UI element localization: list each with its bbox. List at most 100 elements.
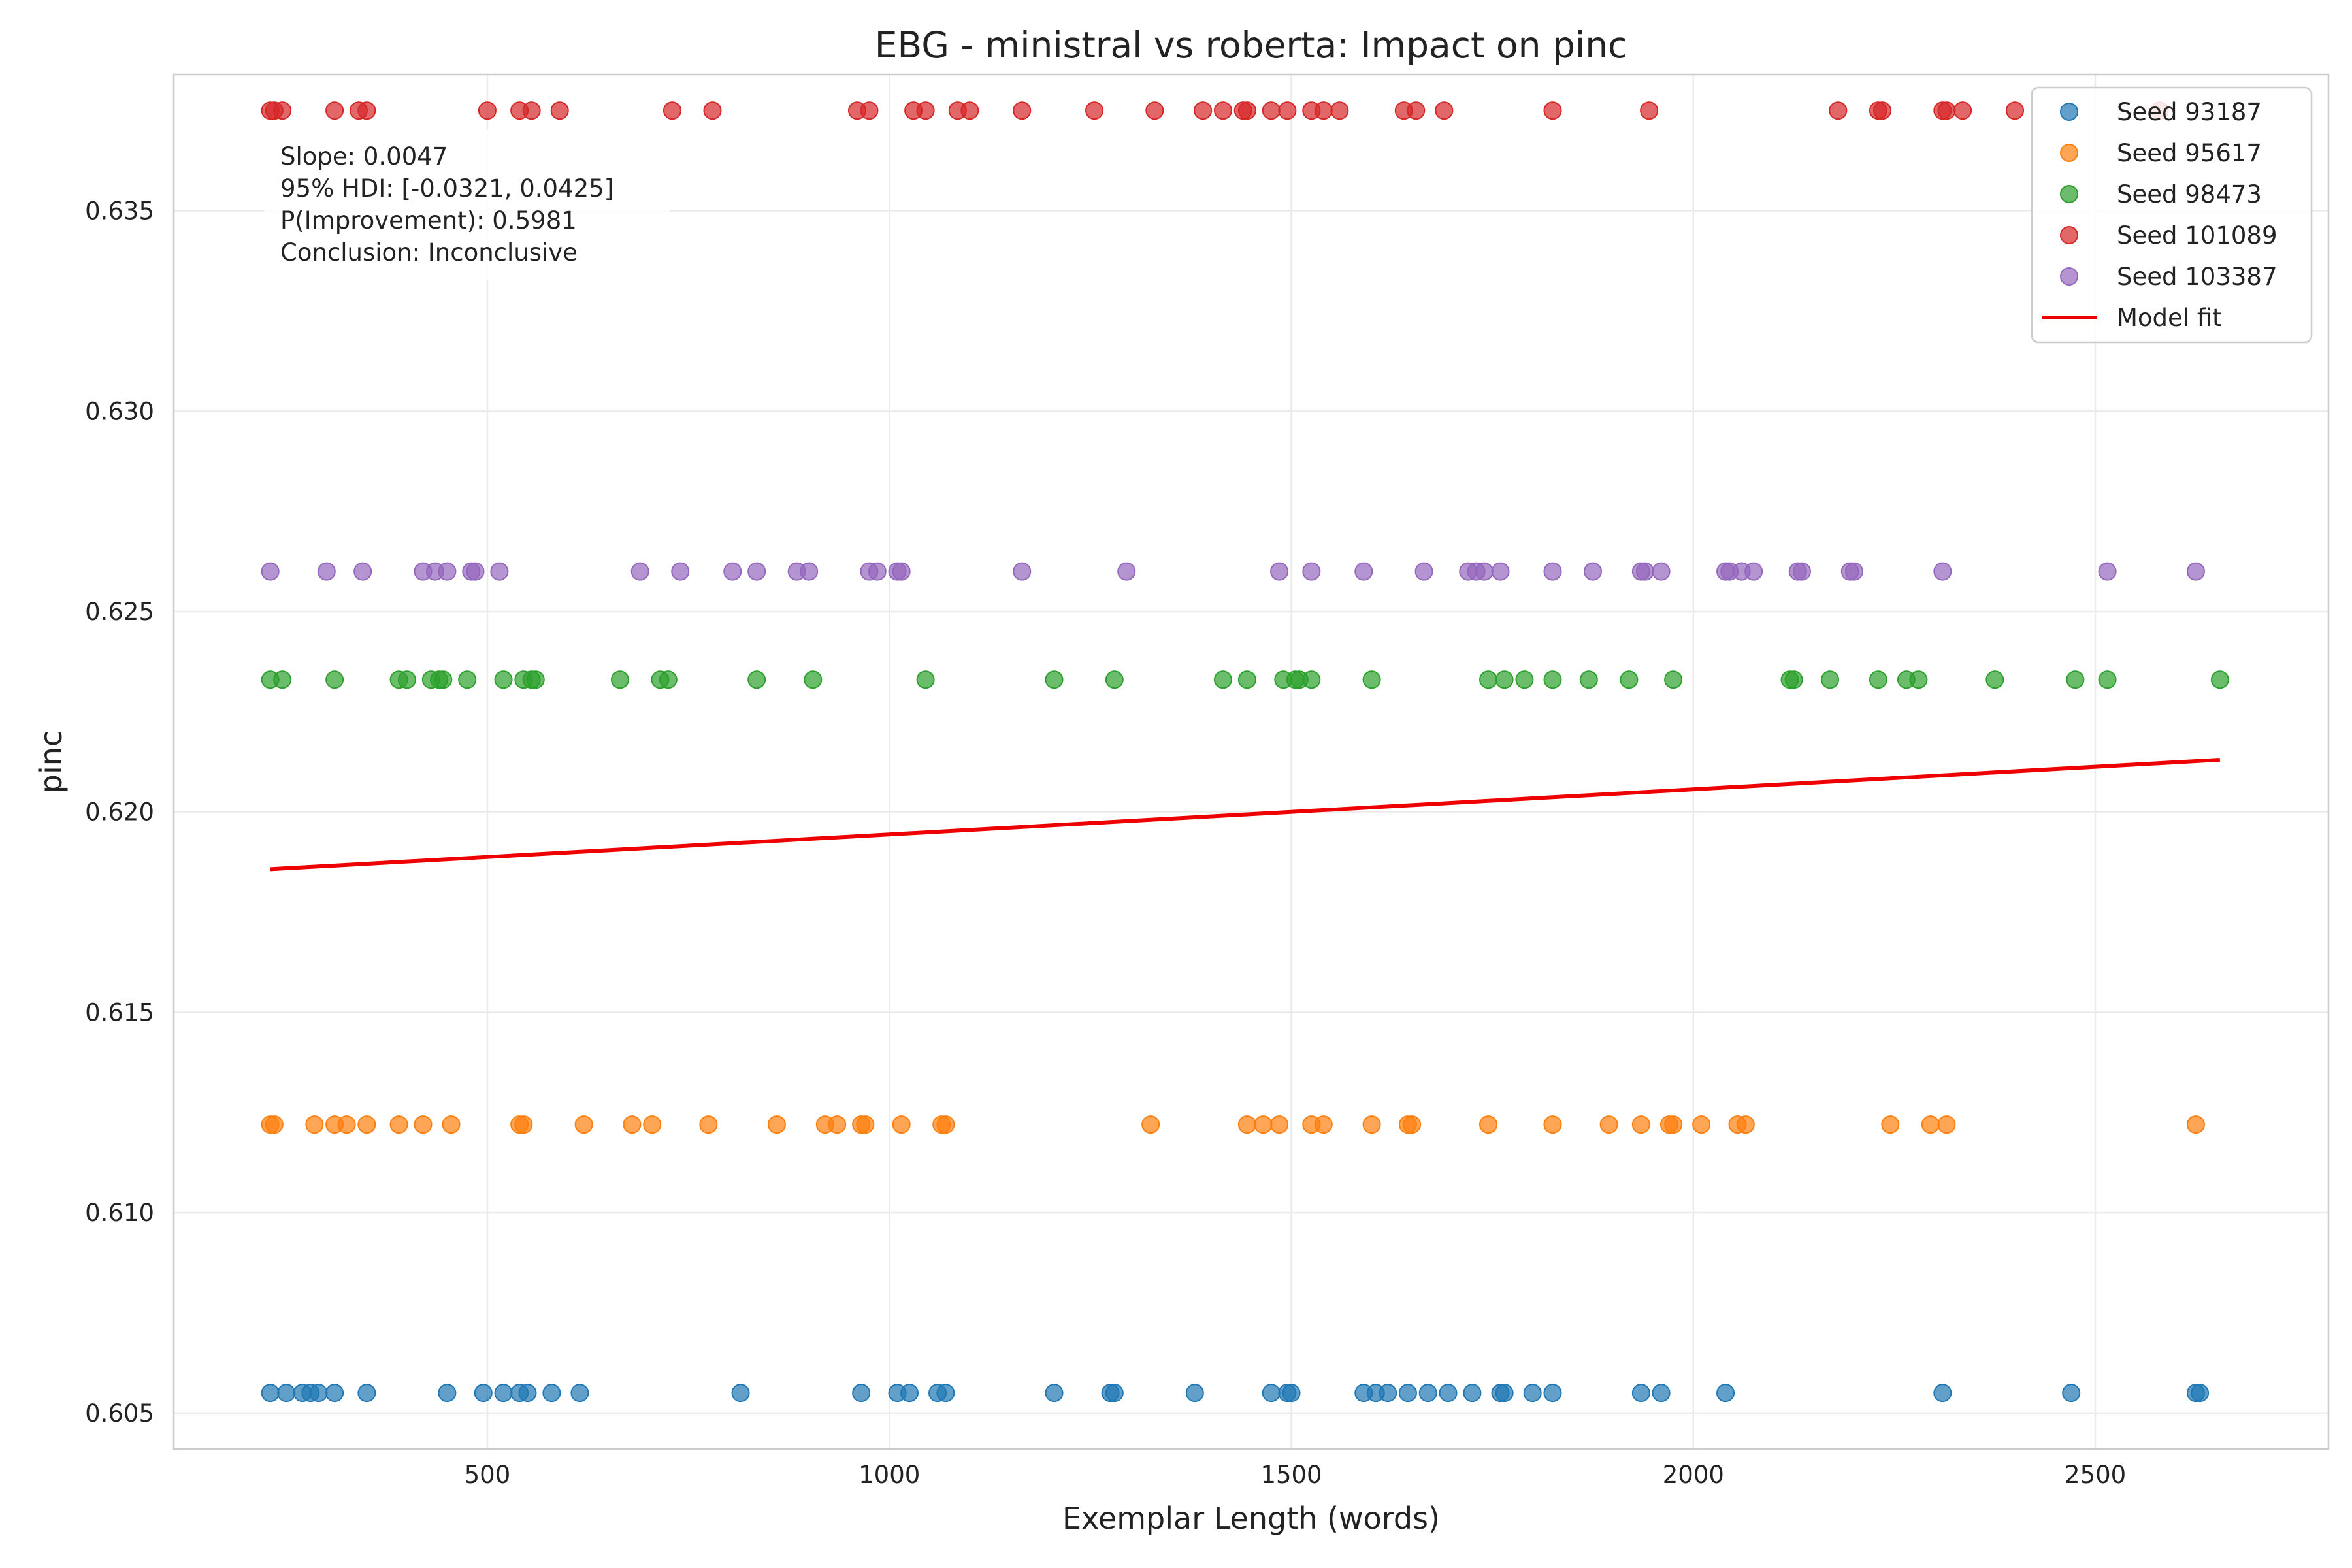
- legend-label-seed-95617: Seed 95617: [2117, 139, 2262, 167]
- data-point-seed-101089: [860, 101, 879, 120]
- data-point-seed-98473: [2066, 670, 2085, 689]
- data-point-seed-95617: [514, 1115, 533, 1134]
- y-tick-label: 0.635: [85, 197, 154, 225]
- data-point-seed-101089: [1829, 101, 1848, 120]
- data-point-seed-95617: [1881, 1115, 1900, 1134]
- data-point-seed-101089: [1314, 101, 1333, 120]
- data-point-seed-93187: [438, 1384, 457, 1403]
- data-point-seed-93187: [1105, 1384, 1124, 1403]
- data-point-seed-98473: [526, 670, 545, 689]
- x-tick-label: 1500: [1260, 1461, 1322, 1489]
- data-point-seed-101089: [1330, 101, 1349, 120]
- data-point-seed-93187: [494, 1384, 513, 1403]
- data-point-seed-93187: [518, 1384, 537, 1403]
- legend-marker-seed-103387: [2060, 267, 2078, 286]
- data-point-seed-101089: [1278, 101, 1297, 120]
- data-point-seed-95617: [1543, 1115, 1562, 1134]
- data-point-seed-103387: [438, 562, 457, 581]
- data-point-seed-103387: [1652, 562, 1671, 581]
- data-point-seed-93187: [1379, 1384, 1397, 1403]
- plot-background: [174, 74, 2328, 1449]
- data-point-seed-103387: [1584, 562, 1603, 581]
- data-point-seed-98473: [458, 670, 477, 689]
- data-point-seed-101089: [1873, 101, 1892, 120]
- data-point-seed-95617: [574, 1115, 593, 1134]
- data-point-seed-101089: [1543, 101, 1562, 120]
- data-point-seed-101089: [916, 101, 935, 120]
- data-point-seed-95617: [1403, 1115, 1422, 1134]
- data-point-seed-95617: [623, 1115, 642, 1134]
- data-point-seed-103387: [892, 562, 911, 581]
- data-point-seed-95617: [936, 1115, 955, 1134]
- data-point-seed-98473: [1105, 670, 1124, 689]
- data-point-seed-101089: [273, 101, 292, 120]
- data-point-seed-103387: [1491, 562, 1510, 581]
- data-point-seed-95617: [442, 1115, 461, 1134]
- data-point-seed-93187: [277, 1384, 296, 1403]
- data-point-seed-93187: [1045, 1384, 1064, 1403]
- data-point-seed-98473: [1479, 670, 1498, 689]
- data-point-seed-103387: [868, 562, 887, 581]
- data-point-seed-95617: [389, 1115, 408, 1134]
- x-tick-labels: 500 1000 1500 2000 2500: [465, 1461, 2127, 1489]
- data-point-seed-101089: [662, 101, 681, 120]
- data-point-seed-103387: [1792, 562, 1811, 581]
- data-point-seed-101089: [1953, 101, 1972, 120]
- data-point-seed-93187: [731, 1384, 750, 1403]
- stats-probability: P(Improvement): 0.5981: [280, 206, 577, 235]
- data-point-seed-98473: [1909, 670, 1928, 689]
- data-point-seed-95617: [1479, 1115, 1498, 1134]
- data-point-seed-101089: [325, 101, 344, 120]
- data-point-seed-103387: [1844, 562, 1863, 581]
- data-point-seed-103387: [1744, 562, 1763, 581]
- y-tick-label: 0.630: [85, 397, 154, 425]
- y-tick-labels: 0.605 0.610 0.615 0.620 0.625 0.630 0.635: [85, 197, 154, 1428]
- legend-marker-seed-101089: [2060, 226, 2078, 244]
- data-point-seed-98473: [659, 670, 678, 689]
- legend-label-seed-103387: Seed 103387: [2117, 263, 2278, 291]
- x-tick-label: 2500: [2065, 1461, 2126, 1489]
- data-point-seed-103387: [1302, 562, 1321, 581]
- data-point-seed-98473: [1664, 670, 1683, 689]
- data-point-seed-103387: [1475, 562, 1494, 581]
- data-point-seed-101089: [1213, 101, 1232, 120]
- data-point-seed-93187: [852, 1384, 871, 1403]
- stats-conclusion: Conclusion: Inconclusive: [280, 238, 578, 267]
- data-point-seed-93187: [1463, 1384, 1482, 1403]
- model-fit-line: [270, 757, 2221, 872]
- data-point-seed-95617: [1237, 1115, 1256, 1134]
- data-point-seed-95617: [1736, 1115, 1755, 1134]
- data-point-seed-95617: [357, 1115, 376, 1134]
- data-point-seed-98473: [1821, 670, 1840, 689]
- data-point-seed-95617: [2186, 1115, 2205, 1134]
- data-point-seed-93187: [1398, 1384, 1417, 1403]
- x-tick-label: 500: [465, 1461, 511, 1489]
- data-point-seed-98473: [610, 670, 629, 689]
- data-point-seed-101089: [522, 101, 541, 120]
- legend-label-model-fit: Model fit: [2117, 304, 2222, 332]
- data-point-seed-95617: [305, 1115, 324, 1134]
- data-point-seed-93187: [1523, 1384, 1542, 1403]
- y-axis-label: pinc: [33, 730, 69, 793]
- data-point-seed-93187: [1185, 1384, 1204, 1403]
- data-point-seed-101089: [1407, 101, 1426, 120]
- data-point-seed-93187: [1716, 1384, 1735, 1403]
- data-point-seed-103387: [490, 562, 509, 581]
- data-point-seed-95617: [337, 1115, 356, 1134]
- data-point-seed-98473: [1784, 670, 1803, 689]
- data-point-seed-98473: [325, 670, 344, 689]
- y-tick-label: 0.620: [85, 798, 154, 826]
- data-point-seed-95617: [1362, 1115, 1381, 1134]
- data-point-seed-93187: [325, 1384, 344, 1403]
- data-point-seed-95617: [265, 1115, 284, 1134]
- data-point-seed-93187: [1439, 1384, 1458, 1403]
- data-point-seed-103387: [747, 562, 766, 581]
- y-tick-label: 0.610: [85, 1199, 154, 1227]
- data-point-seed-103387: [630, 562, 649, 581]
- data-point-seed-93187: [1495, 1384, 1514, 1403]
- data-point-seed-93187: [309, 1384, 328, 1403]
- data-point-seed-93187: [900, 1384, 919, 1403]
- data-point-seed-98473: [397, 670, 416, 689]
- data-point-seed-95617: [1631, 1115, 1650, 1134]
- data-point-seed-101089: [357, 101, 376, 120]
